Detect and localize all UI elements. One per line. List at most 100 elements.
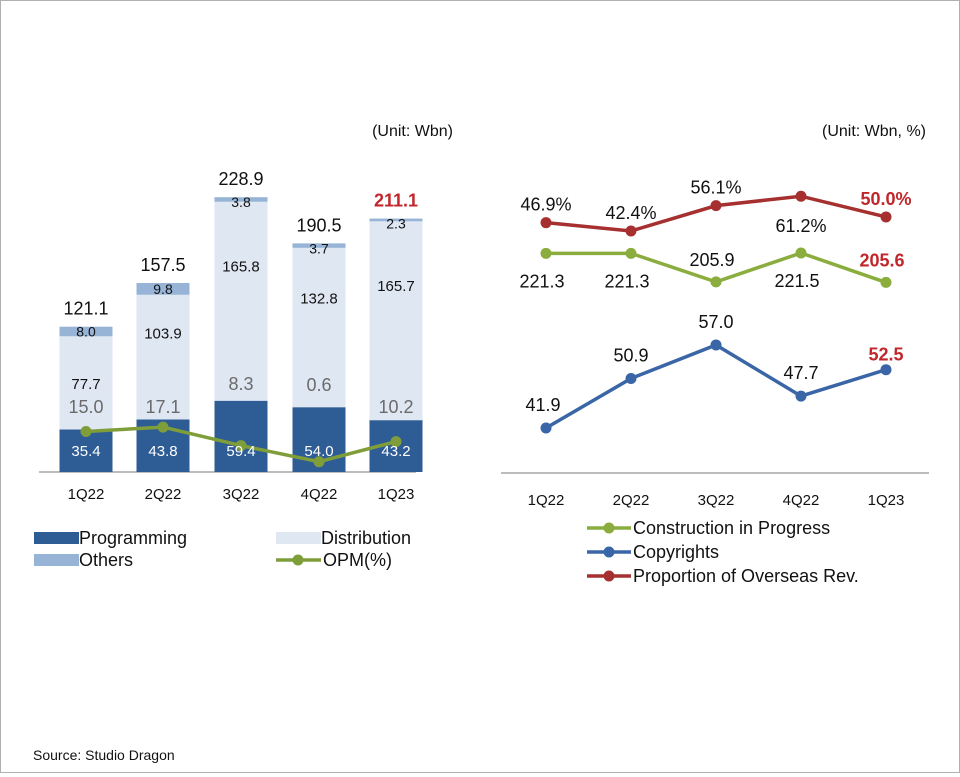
- construction-label-1Q23: 205.6: [859, 250, 904, 270]
- overseas-point-2Q22: [625, 225, 637, 237]
- label-opm-2Q22: 17.1: [145, 397, 180, 417]
- label-others-3Q22: 3.8: [231, 194, 251, 210]
- left-unit-label: (Unit: Wbn): [372, 123, 453, 140]
- source-note: Source: Studio Dragon: [33, 747, 175, 763]
- overseas-point-1Q23: [880, 211, 892, 223]
- construction-point-4Q22: [795, 247, 807, 259]
- copyrights-label-3Q22: 57.0: [698, 312, 733, 332]
- opm-point-3Q22: [235, 440, 247, 452]
- right-lines: [540, 190, 892, 434]
- x-tick-1Q22: 1Q22: [68, 486, 105, 503]
- bar-others-1Q23: [369, 218, 423, 222]
- construction-point-1Q22: [540, 247, 552, 259]
- legend-overseas-label: Proportion of Overseas Rev.: [633, 566, 859, 586]
- legend-copyrights-label: Copyrights: [633, 542, 719, 562]
- right-x-tick-2Q22: 2Q22: [613, 492, 650, 509]
- construction-label-4Q22: 221.5: [774, 271, 819, 291]
- right-x-tick-1Q22: 1Q22: [528, 492, 565, 509]
- bar-others-2Q22: [136, 283, 190, 295]
- legend-construction-swatch-dot: [603, 522, 615, 534]
- label-total-1Q23: 211.1: [374, 191, 418, 211]
- label-distribution-1Q23: 165.7: [377, 278, 415, 295]
- x-tick-2Q22: 2Q22: [145, 486, 182, 503]
- bar-others-1Q22: [59, 326, 113, 337]
- legend-opm-swatch-dot: [292, 554, 304, 566]
- label-programming-1Q23: 43.2: [381, 443, 410, 460]
- copyrights-point-2Q22: [625, 373, 637, 384]
- label-opm-1Q22: 15.0: [68, 397, 103, 417]
- bar-distribution-2Q22: [136, 294, 190, 420]
- label-distribution-1Q22: 77.7: [71, 376, 100, 393]
- construction-label-2Q22: 221.3: [604, 271, 649, 291]
- overseas-point-1Q22: [540, 217, 552, 229]
- construction-point-3Q22: [710, 276, 722, 288]
- overseas-label-1Q22: 46.9%: [520, 195, 571, 215]
- right-unit-label: (Unit: Wbn, %): [822, 123, 926, 140]
- legend-others-swatch: [34, 554, 79, 566]
- label-total-2Q22: 157.5: [140, 255, 185, 275]
- bar-distribution-4Q22: [292, 247, 346, 408]
- label-total-4Q22: 190.5: [296, 215, 341, 235]
- copyrights-label-1Q23: 52.5: [868, 345, 903, 365]
- left-labels: 35.4 77.7 8.0 121.1 43.8 103.9 9.8 157.5 59.4 165…: [63, 169, 418, 460]
- left-bars: [59, 197, 423, 472]
- copyrights-point-3Q22: [710, 339, 722, 351]
- overseas-point-4Q22: [795, 190, 807, 202]
- label-opm-3Q22: 8.3: [228, 374, 253, 394]
- construction-point-2Q22: [625, 247, 637, 259]
- label-distribution-3Q22: 165.8: [222, 258, 260, 275]
- left-opm-line: [80, 421, 402, 468]
- x-tick-4Q22: 4Q22: [301, 486, 338, 503]
- opm-point-1Q22: [80, 426, 92, 437]
- opm-point-4Q22: [313, 456, 325, 468]
- label-programming-3Q22: 59.4: [226, 443, 255, 460]
- copyrights-point-1Q22: [540, 422, 552, 434]
- label-total-3Q22: 228.9: [218, 169, 263, 189]
- right-x-ticks: 1Q22 2Q22 3Q22 4Q22 1Q23: [528, 492, 905, 509]
- label-others-2Q22: 9.8: [153, 281, 173, 297]
- construction-point-1Q23: [880, 276, 892, 288]
- copyrights-label-2Q22: 50.9: [613, 346, 648, 366]
- left-x-ticks: 1Q22 2Q22 3Q22 4Q22 1Q23: [68, 486, 415, 503]
- label-total-1Q22: 121.1: [63, 299, 108, 319]
- x-tick-1Q23: 1Q23: [378, 486, 415, 503]
- legend-construction-label: Construction in Progress: [633, 518, 830, 538]
- label-others-1Q23: 2.3: [386, 216, 406, 232]
- x-tick-3Q22: 3Q22: [223, 486, 260, 503]
- overseas-point-3Q22: [710, 200, 722, 212]
- legend-copyrights-swatch-dot: [603, 546, 615, 558]
- legend-distribution-swatch: [276, 532, 321, 544]
- label-distribution-4Q22: 132.8: [300, 291, 338, 308]
- right-x-tick-1Q23: 1Q23: [868, 492, 905, 509]
- construction-label-3Q22: 205.9: [689, 250, 734, 270]
- label-others-1Q22: 8.0: [76, 324, 96, 340]
- copyrights-label-1Q22: 41.9: [525, 395, 560, 415]
- legend-others-label: Others: [79, 550, 133, 570]
- bar-others-3Q22: [214, 197, 268, 202]
- legend-distribution-label: Distribution: [321, 528, 411, 548]
- legend-programming-label: Programming: [79, 528, 187, 548]
- label-distribution-2Q22: 103.9: [144, 325, 182, 342]
- legend-overseas-swatch-dot: [603, 570, 615, 582]
- legend-programming-swatch: [34, 532, 79, 544]
- bar-programming-3Q22: [214, 400, 268, 472]
- label-programming-4Q22: 54.0: [304, 443, 333, 460]
- label-programming-1Q22: 35.4: [71, 443, 100, 460]
- overseas-label-3Q22: 56.1%: [690, 178, 741, 198]
- right-x-tick-4Q22: 4Q22: [783, 492, 820, 509]
- opm-point-2Q22: [157, 421, 169, 433]
- right-x-tick-3Q22: 3Q22: [698, 492, 735, 509]
- right-labels: 46.9% 42.4% 56.1% 61.2% 50.0% 221.3 221.3 205.9…: [519, 178, 911, 415]
- overseas-label-2Q22: 42.4%: [605, 203, 656, 223]
- copyrights-point-1Q23: [880, 364, 892, 376]
- copyrights-line: [545, 343, 887, 430]
- overseas-label-1Q23: 50.0%: [860, 189, 911, 209]
- right-legend: Construction in Progress Copyrights Propor…: [587, 518, 859, 586]
- label-opm-4Q22: 0.6: [306, 375, 331, 395]
- legend-opm-label: OPM(%): [323, 550, 392, 570]
- bar-others-4Q22: [292, 243, 346, 248]
- label-opm-1Q23: 10.2: [378, 397, 413, 417]
- overseas-label-4Q22: 61.2%: [775, 216, 826, 236]
